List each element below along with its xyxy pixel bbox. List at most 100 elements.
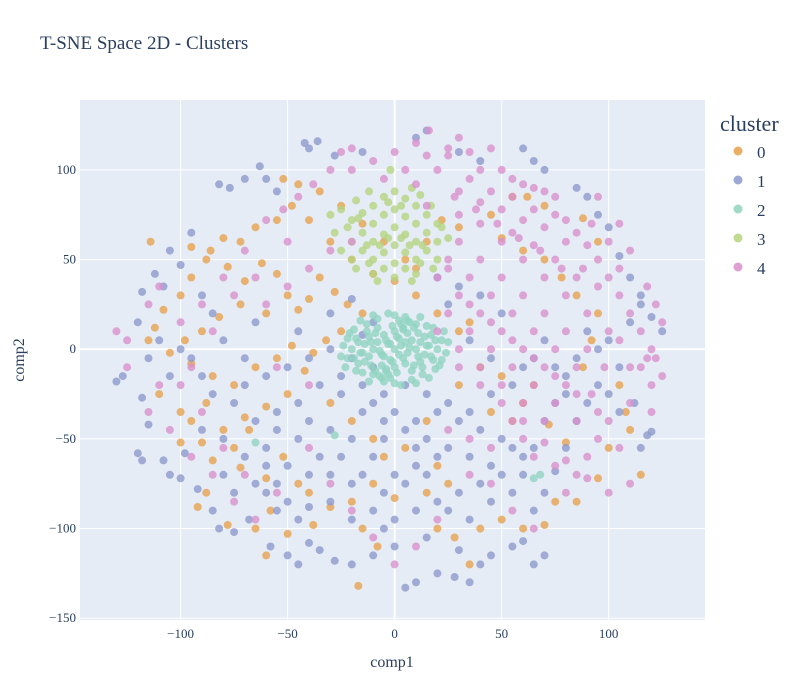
data-point bbox=[572, 363, 581, 372]
data-point bbox=[647, 381, 656, 390]
data-point bbox=[529, 443, 538, 452]
data-point bbox=[272, 216, 281, 225]
data-point bbox=[454, 381, 463, 390]
data-point bbox=[497, 470, 506, 479]
data-point bbox=[636, 291, 645, 300]
data-point bbox=[433, 524, 442, 533]
data-point bbox=[487, 408, 495, 416]
data-point bbox=[615, 443, 624, 452]
data-point bbox=[330, 228, 339, 237]
data-point bbox=[465, 148, 474, 156]
data-point bbox=[583, 309, 592, 318]
data-point bbox=[283, 363, 292, 372]
data-point bbox=[294, 192, 303, 201]
data-point bbox=[407, 277, 416, 286]
data-point bbox=[416, 259, 425, 268]
data-point bbox=[347, 345, 356, 354]
data-point bbox=[337, 452, 346, 461]
data-point bbox=[159, 305, 168, 314]
data-point bbox=[572, 291, 581, 300]
data-point bbox=[444, 264, 453, 273]
data-point bbox=[422, 246, 431, 255]
series-4 bbox=[112, 126, 667, 569]
data-point bbox=[561, 381, 570, 390]
data-point bbox=[401, 583, 410, 592]
data-point bbox=[626, 363, 635, 372]
data-point bbox=[497, 327, 506, 336]
data-point bbox=[487, 443, 495, 452]
data-point bbox=[594, 345, 602, 354]
data-point bbox=[487, 345, 495, 354]
data-point bbox=[454, 223, 463, 232]
data-point bbox=[422, 417, 431, 425]
data-point bbox=[272, 425, 281, 434]
data-point bbox=[401, 425, 410, 434]
data-point bbox=[358, 368, 367, 377]
data-point bbox=[422, 341, 431, 350]
legend-label: 0 bbox=[757, 143, 766, 162]
data-point bbox=[379, 488, 388, 497]
data-point bbox=[343, 223, 352, 232]
data-point bbox=[422, 201, 431, 210]
data-point bbox=[176, 261, 185, 269]
data-point bbox=[198, 291, 206, 300]
data-point bbox=[487, 187, 495, 196]
data-point bbox=[508, 506, 517, 515]
data-point bbox=[347, 144, 356, 153]
data-point bbox=[444, 506, 453, 515]
data-point bbox=[433, 309, 442, 318]
data-point bbox=[373, 542, 382, 551]
data-point bbox=[626, 309, 635, 318]
legend-items: 0 1 2 3 4 bbox=[733, 143, 766, 278]
data-point bbox=[604, 336, 613, 345]
data-point bbox=[615, 252, 624, 260]
data-point bbox=[433, 255, 442, 264]
data-point bbox=[272, 488, 281, 497]
data-point bbox=[354, 359, 363, 368]
data-point bbox=[529, 381, 538, 390]
data-point bbox=[476, 381, 485, 390]
data-point bbox=[540, 363, 549, 372]
data-point bbox=[437, 356, 446, 364]
data-point bbox=[198, 372, 206, 381]
data-point bbox=[379, 210, 388, 219]
data-point bbox=[305, 538, 313, 547]
data-point bbox=[198, 438, 206, 447]
data-point bbox=[508, 417, 517, 425]
data-point bbox=[315, 273, 324, 282]
data-point bbox=[287, 341, 296, 350]
data-point bbox=[155, 381, 164, 390]
legend-label: 2 bbox=[757, 201, 766, 220]
data-point bbox=[219, 470, 228, 479]
data-point bbox=[300, 366, 309, 375]
data-point bbox=[358, 408, 367, 416]
data-point bbox=[465, 336, 474, 345]
series-2 bbox=[251, 309, 545, 483]
data-point bbox=[465, 470, 474, 479]
data-point bbox=[529, 354, 538, 363]
data-point bbox=[583, 345, 592, 354]
data-point bbox=[433, 452, 442, 461]
data-point bbox=[626, 479, 635, 488]
series-3 bbox=[326, 165, 453, 286]
data-point bbox=[347, 216, 356, 225]
data-point bbox=[369, 269, 378, 278]
data-point bbox=[358, 524, 367, 533]
x-axis-ticks: −100 −50 0 50 100 bbox=[167, 626, 618, 641]
data-point bbox=[369, 345, 378, 354]
data-point bbox=[230, 381, 239, 390]
data-point bbox=[444, 399, 453, 407]
data-point bbox=[454, 210, 463, 219]
legend: cluster 0 1 2 3 4 bbox=[720, 111, 779, 278]
data-point bbox=[208, 390, 217, 399]
data-point bbox=[409, 323, 418, 332]
data-point bbox=[412, 237, 420, 246]
data-point bbox=[572, 183, 581, 192]
data-point bbox=[572, 354, 581, 363]
data-point bbox=[379, 390, 388, 399]
data-point bbox=[465, 434, 474, 443]
data-point bbox=[283, 461, 292, 470]
data-point bbox=[326, 497, 335, 506]
data-point bbox=[450, 533, 459, 542]
